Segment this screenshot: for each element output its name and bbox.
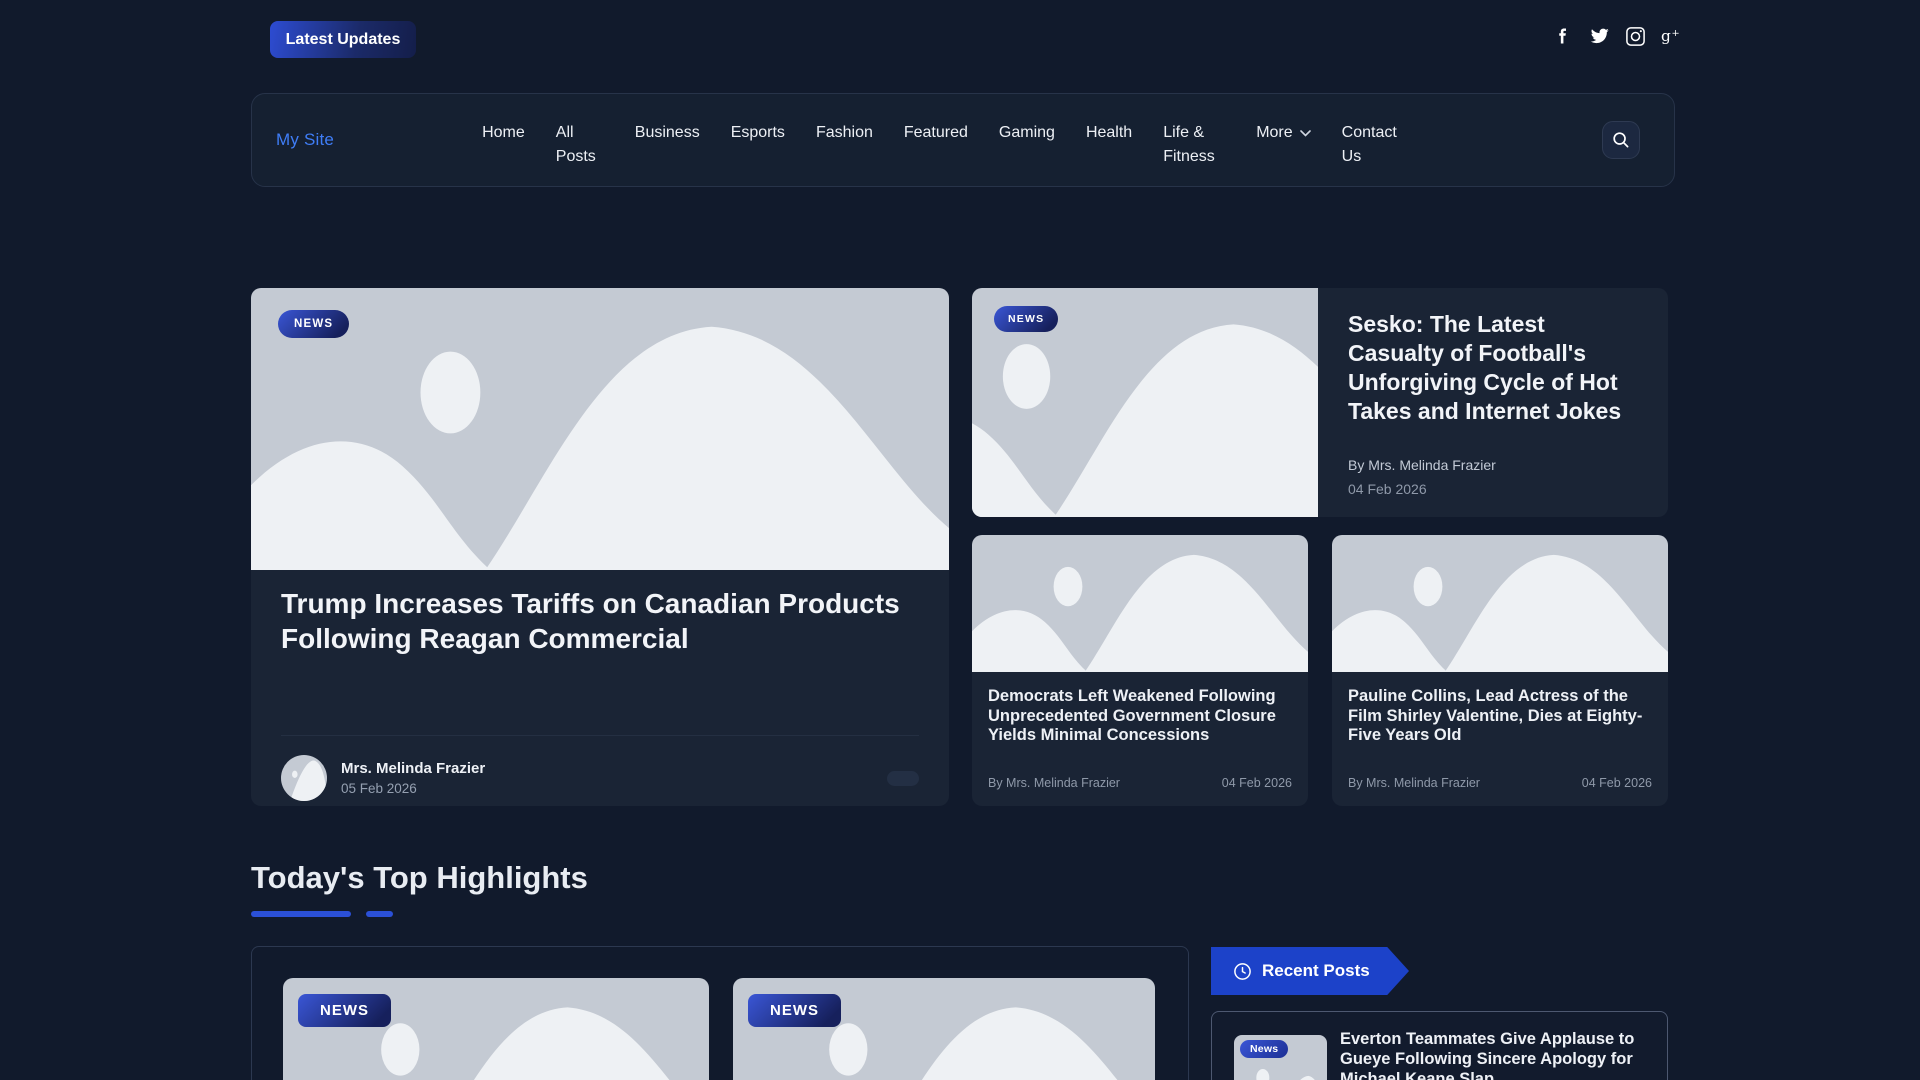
search-button[interactable] [1602,121,1640,159]
svg-text:+: + [1672,28,1680,39]
news-badge[interactable]: NEWS [278,310,350,338]
small-article-card[interactable]: NEWS Pauline Collins, Lead Actress of th… [1332,535,1668,806]
author-row: Mrs. Melinda Frazier 05 Feb 2026 [281,755,919,801]
small-card-meta: By Mrs. Melinda Frazier 04 Feb 2026 [1348,776,1652,790]
recent-post-card[interactable]: News Everton Teammates Give Applause to … [1211,1011,1668,1080]
image-placeholder [251,288,949,570]
small-card-byline: By Mrs. Melinda Frazier [988,776,1120,790]
google-plus-icon[interactable]: g + [1661,24,1682,48]
latest-updates-button[interactable]: Latest Updates [270,21,416,58]
author-name: Mrs. Melinda Frazier [341,760,486,777]
hero-image: NEWS [251,288,949,570]
featured-date: 04 Feb 2026 [1348,481,1427,497]
section-heading: Today's Top Highlights [251,860,588,895]
featured-byline: By Mrs. Melinda Frazier [1348,457,1496,473]
recent-posts-heading: Recent Posts [1262,961,1370,980]
instagram-icon[interactable] [1625,24,1646,48]
nav-item-home[interactable]: Home [482,121,525,169]
featured-image: NEWS [972,288,1318,517]
nav-item-label: Esports [730,124,785,141]
nav-item-more[interactable]: More [1256,121,1311,169]
facebook-icon[interactable] [1553,24,1574,48]
image-placeholder [733,978,1155,1080]
news-badge[interactable]: NEWS [994,306,1059,332]
chevron-down-icon [1299,130,1311,137]
nav-item-business[interactable]: Business [635,121,700,169]
nav-item-esports[interactable]: Esports [731,121,785,169]
small-card-date: 04 Feb 2026 [1581,776,1652,790]
site-brand[interactable]: My Site [276,130,335,149]
small-card-image: NEWS [1332,535,1668,672]
recent-post-title[interactable]: Everton Teammates Give Applause to Gueye… [1340,1030,1635,1080]
meta-pill [887,770,919,786]
hero-article-card[interactable]: NEWS Trump Increases Tariffs on Canadian… [251,288,949,806]
twitter-icon[interactable] [1589,24,1610,48]
nav-item-label: Life & Fitness [1163,124,1215,165]
recent-post-thumbnail: News [1234,1035,1327,1080]
image-placeholder [972,535,1308,672]
nav-menu: Home All Posts Business Esports Fashion … [482,121,1410,169]
nav-item-gaming[interactable]: Gaming [999,121,1055,169]
hero-title[interactable]: Trump Increases Tariffs on Canadian Prod… [281,588,900,654]
author-avatar [281,755,327,801]
nav-item-featured[interactable]: Featured [904,121,968,169]
nav-item-life-fitness[interactable]: Life & Fitness [1163,121,1225,169]
svg-text:g: g [1661,27,1671,45]
featured-article-card[interactable]: NEWS Sesko: The Latest Casualty of Footb… [972,288,1668,517]
clock-icon [1234,962,1251,980]
highlights-container: NEWS NEWS [251,946,1189,1080]
nav-item-label: Fashion [815,124,873,141]
small-card-byline: By Mrs. Melinda Frazier [1348,776,1480,790]
search-icon [1613,132,1629,148]
small-card-title[interactable]: Democrats Left Weakened Following Unprec… [988,687,1276,744]
social-links: g + [1553,24,1682,48]
nav-item-label: Business [634,124,700,141]
nav-item-label: Contact Us [1341,124,1397,165]
nav-item-contact-us[interactable]: Contact Us [1342,121,1410,169]
nav-item-label: More [1256,124,1293,141]
small-card-image: NEWS [972,535,1308,672]
nav-item-label: Featured [903,124,968,141]
heading-underline [366,911,393,917]
news-badge[interactable]: News [1240,1040,1289,1058]
small-card-title[interactable]: Pauline Collins, Lead Actress of the Fil… [1348,687,1643,744]
nav-item-label: All Posts [555,124,596,165]
image-placeholder [1332,535,1668,672]
nav-item-label: Home [482,124,525,141]
author-meta: Mrs. Melinda Frazier 05 Feb 2026 [341,760,485,796]
nav-item-fashion[interactable]: Fashion [816,121,873,169]
featured-title[interactable]: Sesko: The Latest Casualty of Football's… [1348,311,1622,424]
nav-item-label: Gaming [998,124,1055,141]
divider [281,735,919,736]
highlight-card[interactable]: NEWS [733,978,1155,1080]
small-card-date: 04 Feb 2026 [1221,776,1292,790]
recent-posts-banner: Recent Posts [1211,947,1409,995]
news-badge[interactable]: NEWS [298,994,391,1027]
heading-underline [251,911,351,917]
small-card-meta: By Mrs. Melinda Frazier 04 Feb 2026 [988,776,1292,790]
nav-item-health[interactable]: Health [1086,121,1132,169]
author-date: 05 Feb 2026 [341,781,417,796]
small-article-card[interactable]: NEWS Democrats Left Weakened Following U… [972,535,1308,806]
nav-item-all-posts[interactable]: All Posts [556,121,604,169]
nav-item-label: Health [1085,124,1133,141]
highlight-card[interactable]: NEWS [283,978,709,1080]
main-navbar: My Site Home All Posts Business Esports … [251,93,1675,187]
avatar-placeholder [281,755,327,801]
news-badge[interactable]: NEWS [748,994,841,1027]
